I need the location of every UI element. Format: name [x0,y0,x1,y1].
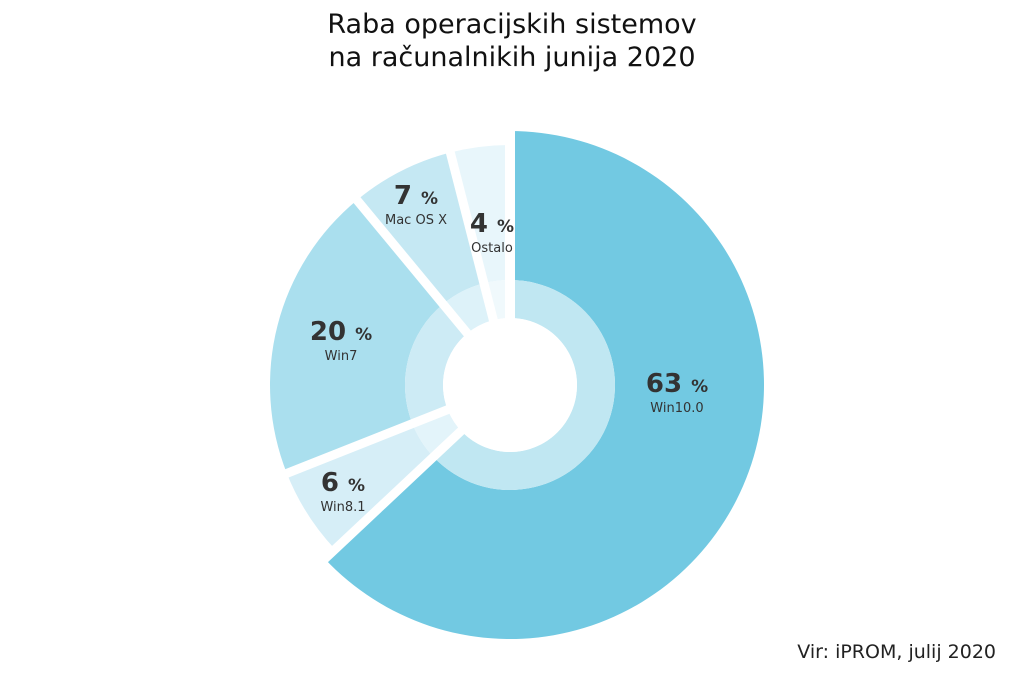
slice-separator [438,122,500,329]
label-macos: 7 % Mac OS X [385,181,447,228]
slice-win7 [269,200,444,474]
slice-separator [257,402,456,489]
inner-ring-segment [483,280,510,321]
source-note: Vir: iPROM, julij 2020 [797,641,996,663]
label-win7: 20 % Win7 [309,317,373,364]
inner-ring-segment [405,304,468,424]
title-line-1: Raba operacijskih sistemov [327,9,697,40]
title-line-2: na računalnikih junija 2020 [328,42,696,73]
label-ostalo: 4 % Ostalo [469,209,515,256]
label-win10: 63 % Win10.0 [645,369,709,416]
donut-hole [443,318,577,452]
slice-macosx [357,152,484,305]
inner-ring-segment [433,280,615,490]
slice-separator [334,174,476,342]
label-win81: 6 % Win8.1 [320,468,366,515]
chart-title: Raba operacijskih sistemov na računalnik… [0,8,1024,74]
slice-separator [310,422,470,574]
slice-win81 [286,423,434,550]
slice-ostalo [450,145,510,284]
slice-win100 [324,131,765,639]
inner-ring-segment [443,283,494,334]
